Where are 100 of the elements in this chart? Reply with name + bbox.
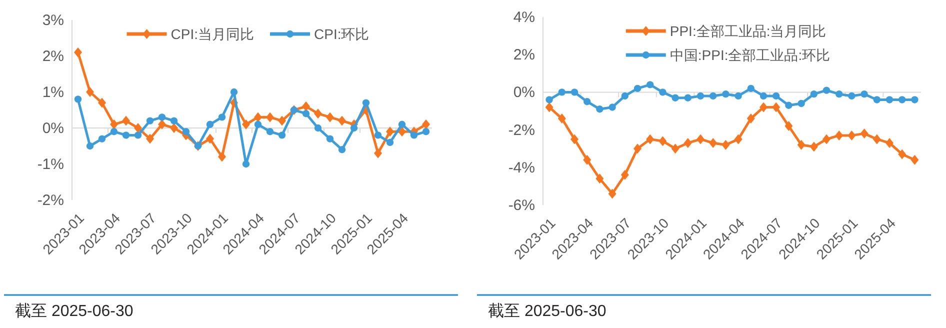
point bbox=[350, 124, 358, 132]
point bbox=[110, 119, 118, 130]
point bbox=[608, 104, 616, 111]
point bbox=[584, 98, 591, 106]
point bbox=[621, 92, 628, 100]
point bbox=[596, 106, 604, 113]
point bbox=[848, 92, 856, 100]
point bbox=[206, 120, 214, 128]
point bbox=[634, 84, 642, 92]
point bbox=[709, 138, 718, 148]
point bbox=[659, 88, 666, 96]
point bbox=[110, 128, 118, 136]
point bbox=[558, 88, 566, 96]
point bbox=[158, 114, 166, 121]
point bbox=[558, 114, 566, 124]
point bbox=[74, 96, 82, 103]
point bbox=[98, 135, 106, 142]
point bbox=[836, 90, 843, 98]
y-tick-label: -2% bbox=[508, 122, 535, 139]
point bbox=[696, 92, 704, 100]
point bbox=[326, 135, 334, 142]
point bbox=[634, 144, 642, 154]
y-tick-label: 0% bbox=[513, 84, 535, 102]
point bbox=[822, 134, 830, 144]
point bbox=[74, 47, 82, 58]
point bbox=[218, 114, 226, 121]
point bbox=[278, 116, 286, 126]
point bbox=[596, 174, 604, 184]
point bbox=[898, 149, 906, 160]
point bbox=[772, 102, 780, 112]
point bbox=[734, 134, 742, 144]
point bbox=[278, 132, 286, 139]
point bbox=[158, 119, 166, 130]
point bbox=[206, 134, 214, 144]
point bbox=[860, 128, 868, 139]
point bbox=[146, 134, 154, 144]
point bbox=[671, 144, 680, 154]
point bbox=[242, 160, 250, 168]
point bbox=[570, 134, 578, 144]
point bbox=[98, 98, 106, 108]
point bbox=[230, 88, 238, 96]
y-tick-label: 2% bbox=[42, 48, 64, 65]
point bbox=[835, 130, 844, 140]
y-tick-label: -6% bbox=[508, 197, 535, 214]
legend-label: CPI:当月同比 bbox=[170, 26, 254, 42]
point bbox=[886, 138, 894, 148]
point bbox=[374, 148, 382, 158]
text: 截至 2025-06-30 bbox=[488, 302, 606, 320]
point bbox=[410, 132, 418, 139]
point bbox=[722, 90, 730, 98]
point bbox=[302, 101, 310, 112]
point bbox=[710, 92, 717, 100]
point bbox=[254, 120, 262, 128]
point bbox=[134, 123, 142, 133]
point bbox=[326, 112, 334, 122]
point bbox=[170, 123, 178, 133]
point bbox=[338, 146, 346, 154]
point bbox=[810, 142, 818, 152]
point bbox=[784, 121, 793, 132]
point bbox=[746, 114, 755, 124]
point bbox=[822, 86, 830, 94]
y-tick-label: -4% bbox=[508, 159, 535, 176]
text: 截至 2025-06-30 bbox=[15, 302, 134, 320]
point bbox=[684, 94, 692, 102]
point bbox=[684, 138, 692, 148]
point bbox=[760, 92, 768, 100]
point bbox=[314, 124, 322, 132]
point bbox=[242, 119, 250, 130]
point bbox=[362, 99, 370, 106]
point bbox=[910, 154, 919, 165]
point bbox=[386, 126, 394, 137]
point bbox=[386, 138, 394, 146]
point bbox=[546, 96, 553, 104]
point bbox=[583, 154, 592, 165]
legend-label: PPI:全部工业品:当月同比 bbox=[670, 23, 826, 39]
point bbox=[302, 110, 310, 118]
point bbox=[570, 88, 578, 96]
point bbox=[122, 132, 130, 139]
point bbox=[422, 119, 430, 130]
point bbox=[608, 188, 616, 199]
point bbox=[398, 126, 406, 137]
point bbox=[873, 96, 880, 104]
point bbox=[86, 142, 94, 150]
point bbox=[785, 102, 792, 109]
point bbox=[760, 102, 768, 112]
point bbox=[646, 134, 654, 144]
point bbox=[374, 132, 382, 139]
point bbox=[747, 84, 754, 92]
point bbox=[672, 94, 679, 102]
point bbox=[170, 117, 178, 124]
point bbox=[218, 152, 226, 162]
point bbox=[266, 128, 274, 136]
point bbox=[646, 81, 654, 88]
point bbox=[86, 87, 94, 97]
point bbox=[722, 140, 730, 150]
y-tick-label: 0% bbox=[42, 120, 64, 137]
point bbox=[422, 128, 430, 136]
y-tick-label: 1% bbox=[42, 84, 64, 101]
point bbox=[122, 116, 130, 126]
point bbox=[772, 92, 780, 100]
